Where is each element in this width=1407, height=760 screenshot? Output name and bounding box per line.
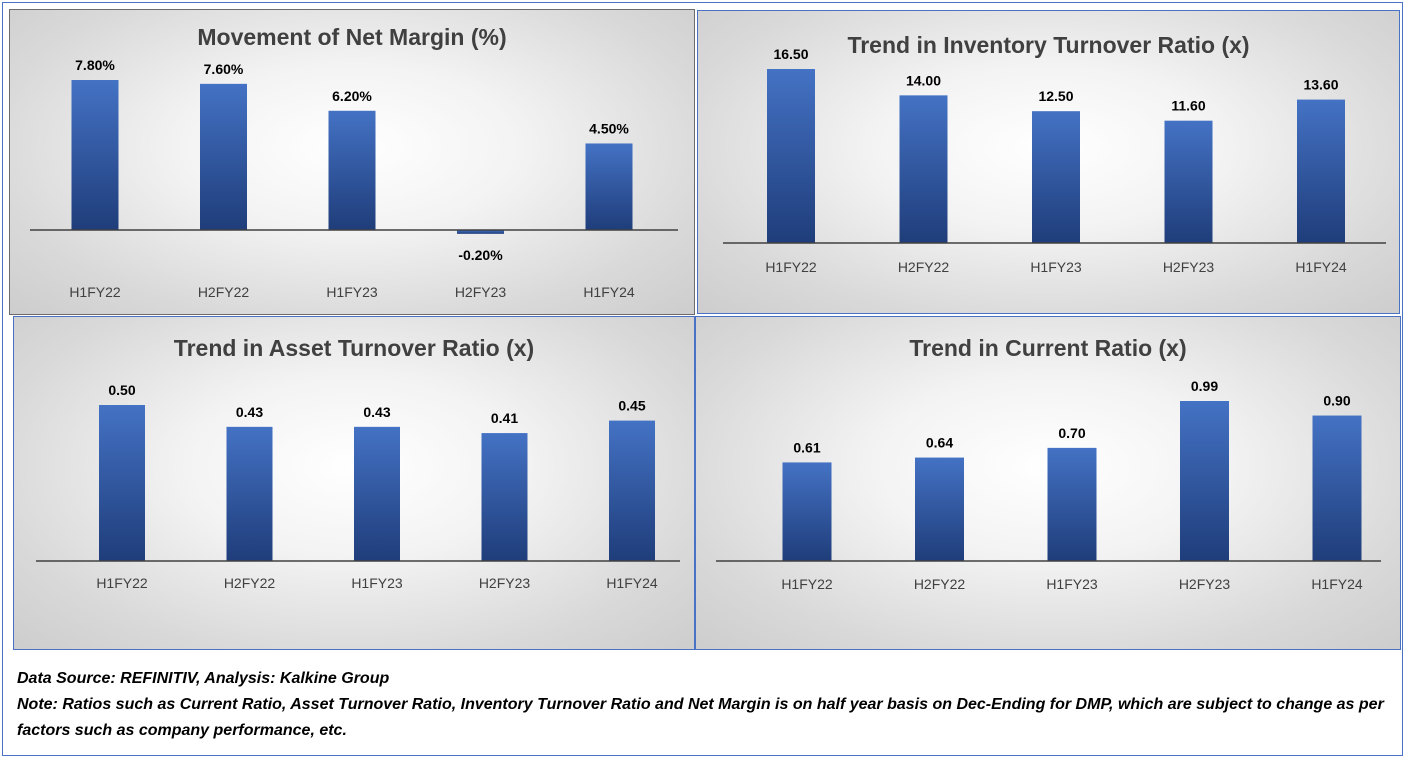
x-tick-label: H2FY22 [898,259,950,275]
asset-turnover-chart-panel: Trend in Asset Turnover Ratio (x) 0.50 H1… [13,316,695,650]
chart-title: Trend in Asset Turnover Ratio (x) [173,335,535,361]
x-tick-label: H2FY23 [1163,259,1215,275]
data-label: 0.61 [793,439,820,455]
current-ratio-chart: 0.61 H1FY22 0.64 H2FY22 0.70 H1FY23 0.99 H2FY23… [716,378,1381,592]
data-label: 0.64 [926,435,953,451]
net-margin-chart-panel: Movement of Net Margin (%) 7.80% H1FY22 7.… [9,9,695,315]
x-tick-label: H2FY22 [224,575,276,591]
note-text: Note: Ratios such as Current Ratio, Asse… [17,696,1384,739]
data-label: 4.50% [589,120,629,136]
x-tick-label: H2FY22 [914,576,966,592]
x-tick-label: H1FY24 [606,575,658,591]
x-tick-label: H2FY23 [479,575,531,591]
bar-h1fy24 [609,420,655,561]
bar-h2fy23 [481,433,528,561]
current-ratio-chart-panel: Trend in Current Ratio (x) 0.61 H1FY22 0.6… [695,316,1401,650]
bar-h2fy22 [915,457,964,561]
x-tick-label: H1FY23 [351,575,403,591]
bar-h1fy23 [354,426,400,561]
data-label: 0.99 [1191,378,1218,394]
bar-h1fy23 [1032,111,1080,243]
bar-h1fy24 [1297,99,1345,243]
data-label: 16.50 [773,46,808,62]
chart-title: Trend in Inventory Turnover Ratio (x) [847,32,1250,58]
x-tick-label: H1FY24 [583,284,635,300]
bar-h1fy22 [71,80,119,230]
x-tick-label: H1FY23 [1046,576,1098,592]
data-label: 7.60% [204,61,244,77]
x-tick-label: H1FY23 [1030,259,1082,275]
footer-notes: Data Source: REFINITIV, Analysis: Kalkin… [17,666,1397,744]
bar-h1fy24 [1312,415,1362,561]
x-tick-label: H2FY22 [198,284,250,300]
data-label: 13.60 [1303,77,1338,93]
data-label: 0.45 [618,398,645,414]
data-label: -0.20% [458,247,503,263]
bar-h2fy22 [899,95,948,243]
bar-h2fy22 [226,426,273,561]
data-label: 11.60 [1171,98,1205,114]
data-label: 0.43 [363,404,390,420]
x-tick-label: H2FY23 [455,284,507,300]
x-tick-label: H1FY22 [765,259,817,275]
bar-h1fy23 [328,110,376,230]
data-label: 0.41 [491,410,518,426]
data-label: 0.50 [108,382,135,398]
data-label: 0.70 [1058,425,1085,441]
x-tick-label: H1FY24 [1295,259,1347,275]
asset-turnover-chart: 0.50 H1FY22 0.43 H2FY22 0.43 H1FY23 0.41 H2FY23… [36,382,680,591]
data-label: 0.43 [236,404,263,420]
net-margin-chart: 7.80% H1FY22 7.60% H2FY22 6.20% H1FY23 -0.20% H… [30,57,678,300]
bar-h2fy23 [1180,401,1229,561]
x-tick-label: H1FY22 [781,576,833,592]
inventory-turnover-chart-panel: Trend in Inventory Turnover Ratio (x) 16… [697,10,1400,314]
x-tick-label: H1FY22 [96,575,148,591]
bar-h1fy24 [585,143,633,230]
x-tick-label: H1FY22 [69,284,121,300]
data-label: 12.50 [1038,88,1073,104]
bar-h1fy22 [767,69,815,243]
bar-h1fy22 [782,462,832,561]
chart-title: Movement of Net Margin (%) [197,24,507,50]
data-label: 6.20% [332,88,372,104]
inventory-turnover-chart: 16.50 H1FY22 14.00 H2FY22 12.50 H1FY23 11.60 H2… [723,46,1386,275]
x-tick-label: H2FY23 [1179,576,1231,592]
chart-title: Trend in Current Ratio (x) [909,335,1187,361]
data-label: 7.80% [75,57,115,73]
data-label: 14.00 [906,72,941,88]
data-label: 0.90 [1323,393,1350,409]
data-source-text: Data Source: REFINITIV, Analysis: Kalkin… [17,670,390,687]
bar-h2fy23 [457,230,504,234]
x-tick-label: H1FY23 [326,284,378,300]
bar-h2fy23 [1164,120,1213,243]
x-tick-label: H1FY24 [1311,576,1363,592]
bar-h1fy23 [1047,447,1097,561]
bar-h2fy22 [200,83,247,230]
bar-h1fy22 [99,405,145,561]
